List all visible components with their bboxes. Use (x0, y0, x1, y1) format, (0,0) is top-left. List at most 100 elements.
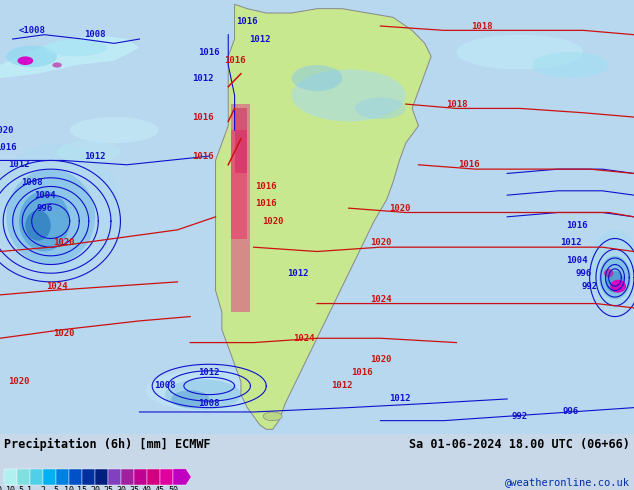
Text: 20: 20 (90, 486, 100, 490)
Text: 10: 10 (64, 486, 74, 490)
Text: 996: 996 (36, 204, 53, 213)
Text: 1012: 1012 (389, 394, 410, 403)
Text: 1016: 1016 (192, 113, 214, 122)
Text: 1012: 1012 (332, 381, 353, 391)
Ellipse shape (604, 269, 613, 277)
Text: 992: 992 (581, 282, 598, 291)
Ellipse shape (70, 117, 158, 143)
Text: 1012: 1012 (192, 74, 214, 82)
Text: 25: 25 (103, 486, 113, 490)
Text: 0.5: 0.5 (10, 486, 25, 490)
Text: 1012: 1012 (560, 238, 581, 247)
Text: 1020: 1020 (53, 238, 74, 247)
Text: 1016: 1016 (0, 143, 17, 152)
Text: Sa 01-06-2024 18.00 UTC (06+66): Sa 01-06-2024 18.00 UTC (06+66) (409, 438, 630, 451)
Ellipse shape (610, 280, 626, 293)
Text: 1024: 1024 (294, 334, 315, 343)
Text: 1004: 1004 (566, 256, 588, 265)
Text: 1012: 1012 (287, 269, 309, 278)
Text: 50: 50 (168, 486, 178, 490)
Bar (147, 469, 160, 485)
Text: 1016: 1016 (224, 56, 245, 65)
Polygon shape (0, 35, 139, 78)
Ellipse shape (590, 230, 634, 308)
Bar (121, 469, 134, 485)
Text: 1020: 1020 (370, 355, 391, 365)
Bar (4, 469, 17, 485)
Ellipse shape (599, 256, 631, 299)
Text: 45: 45 (155, 486, 165, 490)
Text: 1012: 1012 (198, 368, 220, 377)
Text: @weatheronline.co.uk: @weatheronline.co.uk (505, 477, 630, 487)
Text: 1016: 1016 (236, 17, 258, 26)
Text: 1016: 1016 (458, 160, 480, 169)
Ellipse shape (25, 210, 51, 241)
Bar (108, 469, 121, 485)
Text: 1004: 1004 (34, 191, 55, 199)
Ellipse shape (165, 379, 241, 410)
Text: 1012: 1012 (84, 151, 106, 161)
Text: 1016: 1016 (566, 221, 588, 230)
Text: 15: 15 (77, 486, 87, 490)
Bar (56, 469, 69, 485)
Text: 1016: 1016 (351, 368, 372, 377)
Bar (160, 469, 173, 485)
Text: 1008: 1008 (154, 381, 176, 391)
Polygon shape (216, 4, 431, 429)
Ellipse shape (0, 143, 120, 273)
Text: 1016: 1016 (198, 48, 220, 56)
Bar (235, 108, 247, 173)
Polygon shape (173, 469, 191, 485)
Bar (30, 469, 43, 485)
Ellipse shape (456, 35, 583, 70)
Text: 1020: 1020 (8, 377, 30, 386)
Text: 996: 996 (562, 408, 579, 416)
Text: 1008: 1008 (198, 399, 220, 408)
Text: 1016: 1016 (256, 199, 277, 208)
Ellipse shape (44, 39, 108, 56)
Text: 1020: 1020 (389, 204, 410, 213)
Text: 1012: 1012 (8, 160, 30, 169)
Text: <1008: <1008 (18, 26, 45, 35)
Text: 1018: 1018 (446, 99, 467, 109)
Text: 1016: 1016 (256, 182, 277, 191)
Text: 1008: 1008 (84, 30, 106, 39)
Bar (43, 469, 56, 485)
Text: 1008: 1008 (21, 178, 42, 187)
Text: 1012: 1012 (249, 34, 271, 44)
Text: 35: 35 (129, 486, 139, 490)
Ellipse shape (171, 390, 209, 408)
Text: 992: 992 (512, 412, 528, 421)
Text: 1020: 1020 (53, 329, 74, 339)
Bar (17, 469, 30, 485)
Bar (231, 130, 247, 239)
Bar (82, 469, 95, 485)
Ellipse shape (355, 98, 406, 119)
Text: 996: 996 (575, 269, 592, 278)
Ellipse shape (263, 412, 282, 420)
Bar (95, 469, 108, 485)
Ellipse shape (605, 271, 624, 293)
Text: 1016: 1016 (192, 151, 214, 161)
Text: 5: 5 (53, 486, 58, 490)
Ellipse shape (17, 56, 33, 65)
Ellipse shape (57, 141, 120, 163)
Bar (134, 469, 147, 485)
Ellipse shape (146, 368, 285, 412)
Ellipse shape (6, 169, 95, 265)
Ellipse shape (6, 46, 57, 67)
Text: 1020: 1020 (0, 125, 14, 135)
Text: 1020: 1020 (262, 217, 283, 226)
Text: 30: 30 (116, 486, 126, 490)
Text: 1024: 1024 (46, 282, 68, 291)
Ellipse shape (292, 65, 342, 91)
Text: 1020: 1020 (370, 238, 391, 247)
Bar (69, 469, 82, 485)
Bar (231, 104, 250, 312)
Text: 1: 1 (27, 486, 32, 490)
Text: 40: 40 (142, 486, 152, 490)
Ellipse shape (292, 70, 406, 122)
Text: Precipitation (6h) [mm] ECMWF: Precipitation (6h) [mm] ECMWF (4, 438, 210, 451)
Text: 2: 2 (41, 486, 46, 490)
Text: 1018: 1018 (471, 22, 493, 30)
